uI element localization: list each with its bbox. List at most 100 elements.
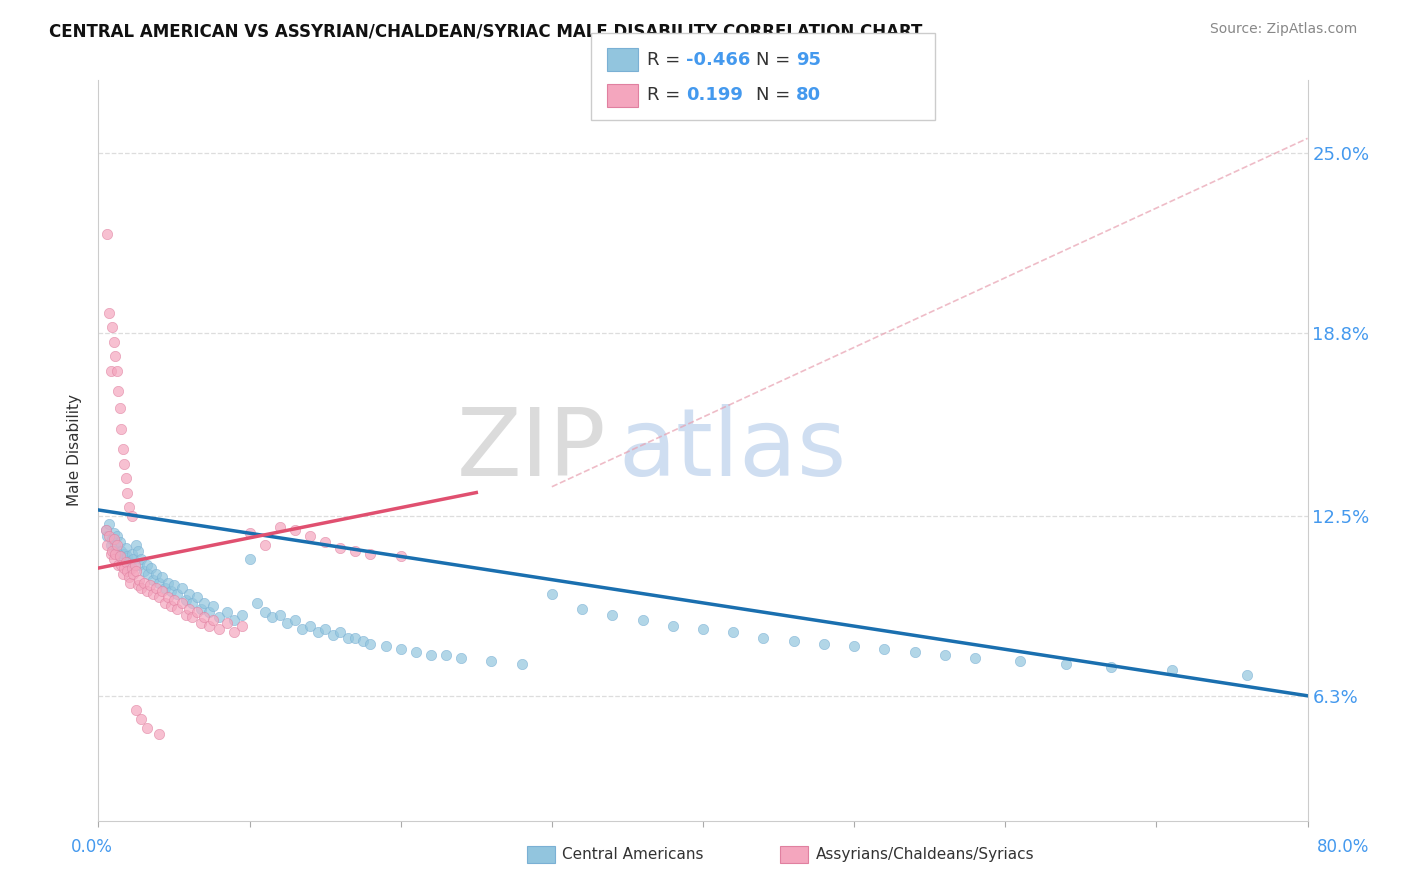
Text: CENTRAL AMERICAN VS ASSYRIAN/CHALDEAN/SYRIAC MALE DISABILITY CORRELATION CHART: CENTRAL AMERICAN VS ASSYRIAN/CHALDEAN/SY…	[49, 22, 922, 40]
Point	[114, 555, 136, 569]
Point	[100, 538, 122, 552]
Point	[142, 573, 165, 587]
Point	[107, 384, 129, 398]
Point	[148, 726, 170, 740]
Point	[148, 575, 170, 590]
Point	[193, 610, 215, 624]
Point	[120, 561, 142, 575]
Point	[166, 587, 188, 601]
Point	[160, 584, 183, 599]
Point	[181, 596, 204, 610]
Point	[110, 558, 132, 573]
Point	[145, 582, 167, 596]
Point	[101, 320, 124, 334]
Point	[129, 582, 152, 596]
Point	[602, 607, 624, 622]
Point	[121, 508, 143, 523]
Point	[186, 605, 208, 619]
Text: Central Americans: Central Americans	[562, 847, 704, 862]
Point	[98, 305, 121, 319]
Point	[170, 582, 193, 596]
Point	[129, 552, 152, 566]
Point	[723, 624, 745, 639]
Point	[344, 631, 367, 645]
Point	[166, 601, 188, 615]
Point	[108, 401, 131, 416]
Point	[150, 584, 173, 599]
Point	[231, 619, 253, 633]
Point	[118, 555, 141, 569]
Point	[96, 538, 118, 552]
Point	[101, 543, 124, 558]
Point	[156, 575, 179, 590]
Point	[103, 532, 125, 546]
Point	[114, 541, 136, 555]
Point	[128, 573, 150, 587]
Point	[136, 566, 159, 581]
Point	[284, 613, 307, 627]
Point	[104, 349, 127, 363]
Point	[1160, 663, 1182, 677]
Text: atlas: atlas	[619, 404, 846, 497]
Point	[111, 566, 134, 581]
Point	[224, 624, 246, 639]
Point	[329, 541, 352, 555]
Point	[115, 549, 138, 564]
Point	[129, 712, 152, 726]
Point	[179, 601, 201, 615]
Point	[344, 543, 367, 558]
Point	[101, 532, 124, 546]
Point	[108, 535, 131, 549]
Point	[125, 538, 148, 552]
Point	[231, 607, 253, 622]
Point	[145, 566, 167, 581]
Point	[208, 610, 231, 624]
Point	[110, 422, 132, 436]
Text: R =: R =	[647, 87, 686, 104]
Point	[661, 619, 683, 633]
Point	[96, 227, 118, 242]
Text: 80: 80	[796, 87, 821, 104]
Point	[125, 703, 148, 717]
Point	[322, 628, 344, 642]
Point	[299, 529, 322, 543]
Point	[114, 471, 136, 485]
Point	[105, 529, 128, 543]
Point	[125, 564, 148, 578]
Point	[115, 485, 138, 500]
Point	[336, 631, 359, 645]
Point	[692, 622, 714, 636]
Point	[434, 648, 457, 662]
Point	[94, 524, 117, 538]
Point	[118, 500, 141, 514]
Point	[904, 645, 927, 659]
Point	[103, 552, 125, 566]
Point	[132, 564, 155, 578]
Point	[135, 558, 157, 573]
Text: 0.0%: 0.0%	[70, 838, 112, 855]
Point	[186, 590, 208, 604]
Point	[170, 596, 193, 610]
Point	[314, 535, 336, 549]
Point	[110, 543, 132, 558]
Point	[215, 605, 238, 619]
Point	[873, 642, 896, 657]
Point	[269, 607, 291, 622]
Point	[142, 587, 165, 601]
Point	[360, 547, 382, 561]
Point	[127, 543, 149, 558]
Point	[246, 596, 269, 610]
Point	[111, 552, 134, 566]
Point	[181, 610, 204, 624]
Point	[122, 552, 145, 566]
Point	[190, 601, 212, 615]
Point	[1010, 654, 1032, 668]
Point	[450, 651, 472, 665]
Point	[104, 547, 127, 561]
Point	[813, 636, 835, 650]
Point	[208, 622, 231, 636]
Point	[374, 640, 396, 654]
Text: N =: N =	[756, 87, 796, 104]
Point	[108, 549, 131, 564]
Point	[120, 575, 142, 590]
